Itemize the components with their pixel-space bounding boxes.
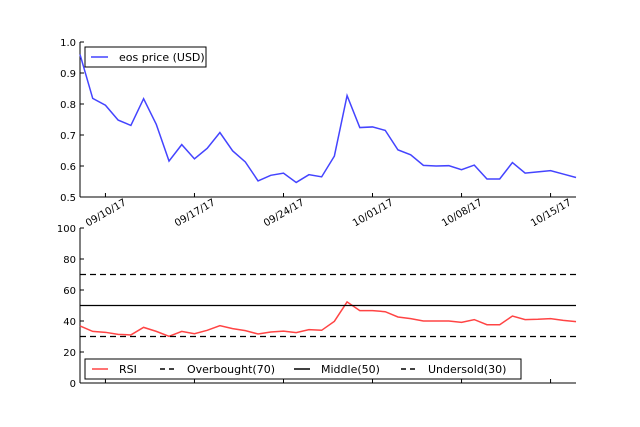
y-tick-label: 0.6 [60,162,76,173]
y-tick-label: 20 [63,348,76,359]
y-tick-label: 0.7 [60,131,76,142]
y-tick-label: 1.0 [60,38,76,49]
price-legend: eos price (USD) [84,46,207,68]
x-tick-label: 10/15/17 [529,197,573,229]
legend-frame [84,46,207,68]
y-tick-label: 60 [63,286,76,297]
y-tick-label: 0.8 [60,100,76,111]
legend-label: RSI [119,363,137,376]
rsi-line [79,300,577,338]
x-tick-label: 10/01/17 [351,197,395,229]
x-tick-label: 09/17/17 [173,197,217,229]
rsi-legend: RSI Overbought(70) Middle(50) Undersold(30) [84,358,522,380]
price-line [79,54,577,184]
legend-label: Overbought(70) [187,363,275,376]
legend-label-price: eos price (USD) [119,51,205,64]
rsi-panel: 0 20 40 60 80 100 RSI Overbought(70) Middle(50) U… [57,224,577,390]
y-tick-label: 40 [63,317,76,328]
y-tick-label: 0 [70,379,76,390]
x-tick-label: 10/08/17 [440,197,484,229]
x-tick-label: 09/24/17 [262,197,306,229]
y-tick-label: 0.9 [60,69,76,80]
y-tick-label: 0.5 [60,193,76,204]
x-tick-label: 09/10/17 [84,197,128,229]
legend-label: Middle(50) [321,363,380,376]
y-tick-label: 100 [57,224,76,235]
y-tick-label: 80 [63,255,76,266]
legend-label: Undersold(30) [428,363,506,376]
